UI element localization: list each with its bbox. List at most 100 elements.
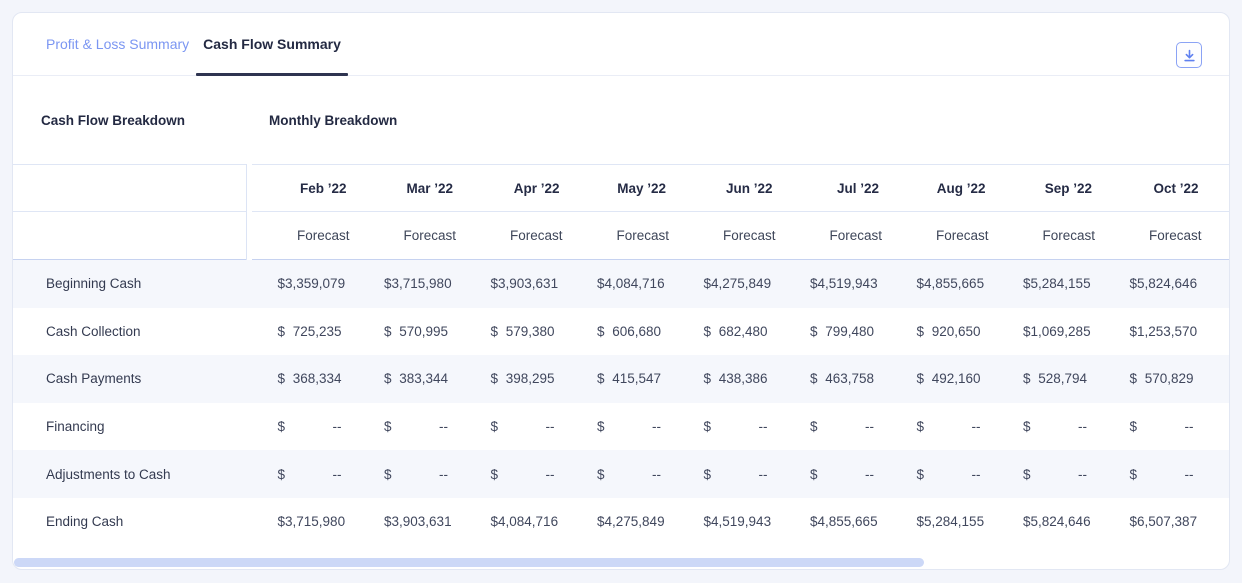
currency-symbol: $ — [1129, 514, 1138, 530]
value-cell: $ -- — [678, 403, 785, 451]
money-value: $ -- — [704, 419, 768, 434]
currency-symbol: $ — [916, 276, 925, 292]
currency-symbol: $ — [703, 514, 712, 530]
money-value: $4,855,665 — [810, 514, 878, 529]
currency-symbol: $ — [277, 323, 286, 339]
value-cell: $4,084,716 — [572, 260, 679, 308]
amount: -- — [439, 466, 448, 482]
value-cell: $ -- — [891, 403, 998, 451]
amount: -- — [758, 419, 768, 435]
value-cell: $6,507,387 — [1104, 498, 1211, 546]
amount: 3,715,980 — [285, 514, 346, 530]
amount: 1,253,570 — [1137, 323, 1198, 339]
money-value: $725,235 — [278, 324, 342, 339]
currency-symbol: $ — [703, 419, 712, 435]
amount: -- — [545, 466, 555, 482]
row-label: Beginning Cash — [46, 276, 142, 292]
currency-symbol: $ — [1023, 371, 1031, 387]
amount: -- — [758, 466, 768, 482]
amount: -- — [332, 466, 342, 482]
cash-flow-table: Feb ’22 Mar ’22 Apr ’22 May ’22 Jun ’22 Jul ’… — [13, 164, 1229, 546]
money-value: $383,344 — [384, 371, 448, 386]
money-value: $1,253,570 — [1129, 323, 1198, 339]
currency-symbol: $ — [1129, 323, 1138, 339]
money-value: $ -- — [278, 419, 342, 434]
value-cell: $ -- — [1104, 450, 1211, 498]
value-cell: $ -- — [785, 450, 892, 498]
amount: -- — [439, 419, 448, 435]
value-cell: $1,253,570 — [1104, 308, 1211, 356]
value-cell: $570,829 — [1104, 355, 1211, 403]
currency-symbol: $ — [597, 514, 605, 530]
tab-profit-loss-summary[interactable]: Profit & Loss Summary — [46, 36, 190, 52]
forecast-header-cell: Forecast — [465, 212, 572, 260]
currency-symbol: $ — [1023, 276, 1031, 292]
value-cell: $5,824,646 — [998, 498, 1105, 546]
value-cell: $1,069,285 — [998, 308, 1105, 356]
value-cell: $579,380 — [465, 308, 572, 356]
money-value: $398,295 — [491, 371, 555, 386]
money-value: $3,359,079 — [278, 276, 346, 292]
value-cell: $ -- — [359, 403, 466, 451]
money-value: $415,547 — [597, 371, 661, 386]
amount: 383,344 — [399, 371, 448, 387]
value-cell: $606,680 — [572, 308, 679, 356]
value-cell: $5,284,155 — [998, 260, 1105, 308]
money-value: $579,380 — [491, 324, 555, 339]
value-cell: $ -- — [252, 450, 359, 498]
value-cell: $799,480 — [785, 308, 892, 356]
table-row: Financing $ -- $ -- $ -- $ -- $ -- $ -- $ -- $ -- $ -- — [13, 403, 1229, 451]
value-cell: $725,235 — [252, 308, 359, 356]
money-value: $ -- — [704, 467, 768, 482]
currency-symbol: $ — [597, 419, 605, 435]
amount: 799,480 — [825, 323, 874, 339]
money-value: $ -- — [917, 467, 981, 482]
amount: -- — [1078, 466, 1087, 482]
tab-cash-flow-summary[interactable]: Cash Flow Summary — [196, 13, 348, 76]
amount: 4,855,665 — [817, 514, 878, 530]
month-header-cell: Sep ’22 — [997, 164, 1104, 212]
money-value: $5,824,646 — [1130, 276, 1198, 291]
money-value: $5,284,155 — [917, 514, 985, 529]
currency-symbol: $ — [597, 323, 605, 339]
currency-symbol: $ — [277, 466, 286, 482]
amount: 579,380 — [505, 323, 555, 339]
currency-symbol: $ — [1023, 514, 1031, 530]
amount: -- — [971, 466, 981, 482]
amount: 5,284,155 — [1030, 276, 1091, 292]
amount: 3,359,079 — [285, 276, 346, 292]
money-value: $ -- — [278, 467, 342, 482]
money-value: $368,334 — [278, 371, 342, 386]
value-cell: $4,275,849 — [572, 498, 679, 546]
download-button[interactable] — [1176, 42, 1202, 68]
value-cell: $463,758 — [785, 355, 892, 403]
currency-symbol: $ — [384, 514, 392, 530]
money-value: $4,519,943 — [810, 276, 878, 291]
table-row: Beginning Cash $3,359,079 $3,715,980 $3,903… — [13, 260, 1229, 308]
table-body: Beginning Cash $3,359,079 $3,715,980 $3,903… — [13, 260, 1229, 546]
currency-symbol: $ — [384, 276, 392, 292]
value-cell: $ -- — [465, 403, 572, 451]
row-label: Ending Cash — [46, 514, 124, 530]
currency-symbol: $ — [810, 371, 818, 387]
money-value: $4,519,943 — [703, 514, 772, 530]
value-cell: $ -- — [678, 450, 785, 498]
amount: -- — [652, 419, 661, 435]
amount: 725,235 — [292, 323, 342, 339]
value-cell: $3,903,631 — [359, 498, 466, 546]
forecast-header-cell: Forecast — [1104, 212, 1211, 260]
table-row: Ending Cash $3,715,980 $3,903,631 $4,084,71… — [13, 498, 1229, 546]
value-cell: $ -- — [359, 450, 466, 498]
currency-symbol: $ — [916, 371, 925, 387]
month-header-row: Feb ’22 Mar ’22 Apr ’22 May ’22 Jun ’22 Jul ’… — [13, 164, 1229, 212]
currency-symbol: $ — [277, 371, 286, 387]
value-cell: $5,824,646 — [1104, 260, 1211, 308]
amount: -- — [971, 419, 981, 435]
currency-symbol: $ — [490, 419, 499, 435]
value-cell: $4,275,849 — [678, 260, 785, 308]
money-value: $570,829 — [1130, 371, 1194, 386]
value-cell: $ -- — [572, 450, 679, 498]
row-label: Cash Payments — [46, 371, 142, 387]
money-value: $682,480 — [704, 324, 768, 339]
horizontal-scrollbar-thumb[interactable] — [14, 558, 924, 567]
